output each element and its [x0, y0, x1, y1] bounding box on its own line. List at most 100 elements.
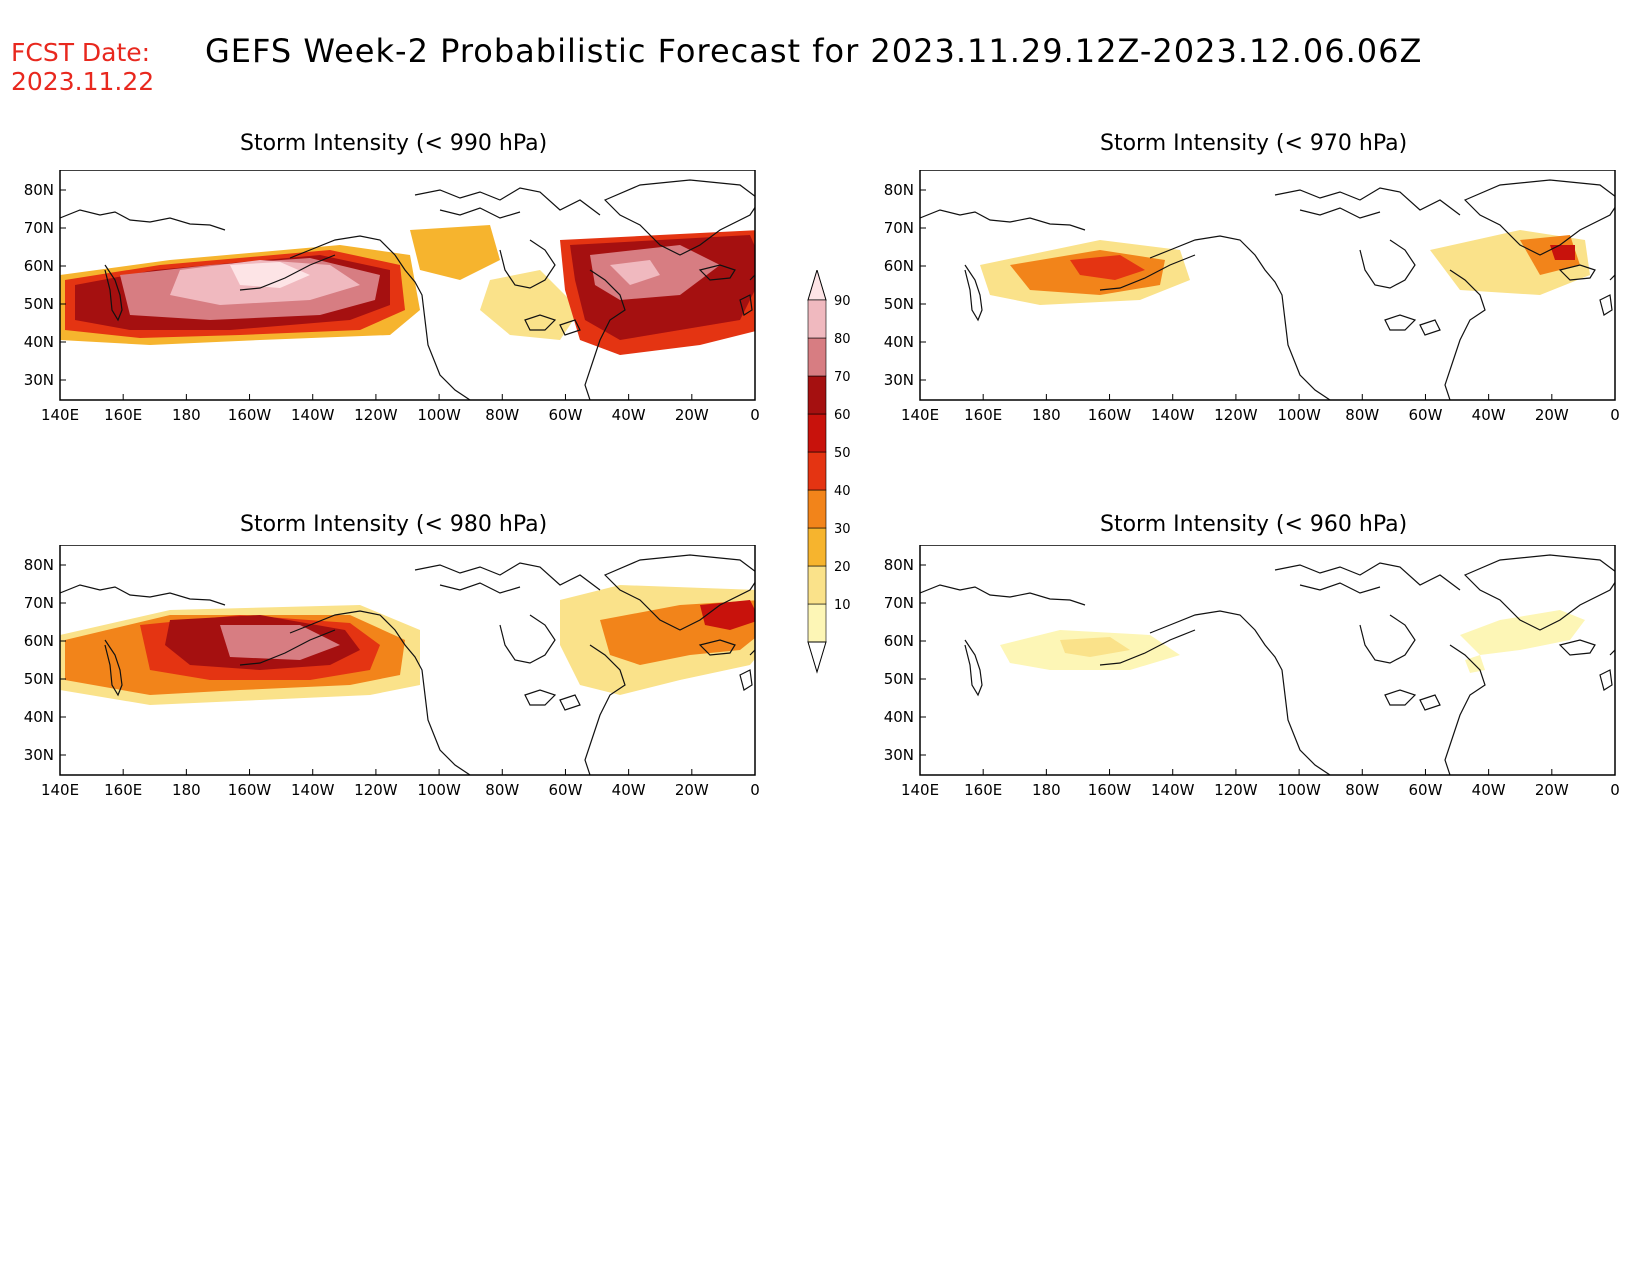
- coastline: [920, 554, 1615, 775]
- colorbar-band: [807, 527, 827, 567]
- lon-tick-label: 0: [750, 781, 760, 799]
- lat-axis: 80N 70N 60N 50N 40N 30N: [24, 181, 66, 389]
- lat-axis: 80N 70N 60N 50N 40N 30N: [884, 181, 926, 389]
- lat-tick-label: 50N: [884, 295, 914, 313]
- page-title: GEFS Week-2 Probabilistic Forecast for 2…: [205, 32, 1423, 70]
- probability-shading: [220, 625, 340, 660]
- lon-tick-label: 80W: [485, 781, 519, 799]
- map-area: [919, 545, 1616, 776]
- lon-tick-label: 40W: [1472, 781, 1506, 799]
- lon-tick-label: 140E: [901, 781, 939, 799]
- probability-shading: [610, 260, 660, 285]
- colorbar: 90 80 70 60 50 40 30 20 10: [807, 270, 851, 674]
- colorbar-label: 60: [834, 408, 851, 423]
- lon-tick-label: 60W: [1408, 406, 1442, 424]
- colorbar-label: 20: [834, 560, 851, 575]
- probability-shading: [1460, 610, 1585, 655]
- colorbar-band: [807, 337, 827, 377]
- lon-tick-label: 80W: [1345, 406, 1379, 424]
- lat-tick-label: 80N: [24, 556, 54, 574]
- lat-tick-label: 60N: [24, 632, 54, 650]
- lon-tick-label: 80W: [1345, 781, 1379, 799]
- lat-tick-label: 30N: [24, 746, 54, 764]
- lat-tick-label: 30N: [884, 371, 914, 389]
- lon-tick-label: 0: [1610, 406, 1620, 424]
- panel-title-980: Storm Intensity (< 980 hPa): [240, 512, 548, 537]
- colorbar-band: [807, 299, 827, 339]
- lon-axis: 140E 160E 180 160W 140W 120W 100W 80W 60W 40W 20W 0: [901, 769, 1620, 799]
- colorbar-label: 80: [834, 332, 851, 347]
- lat-tick-label: 80N: [24, 181, 54, 199]
- lon-tick-label: 160E: [104, 406, 142, 424]
- panel-title-990: Storm Intensity (< 990 hPa): [240, 131, 548, 156]
- probability-shading: [480, 270, 580, 340]
- lat-tick-label: 40N: [24, 708, 54, 726]
- probability-shading: [230, 262, 310, 288]
- lat-tick-label: 60N: [884, 257, 914, 275]
- colorbar-band: [807, 603, 827, 643]
- colorbar-band: [807, 375, 827, 415]
- lat-tick-label: 50N: [24, 670, 54, 688]
- colorbar-label: 40: [834, 484, 851, 499]
- lon-tick-label: 160W: [228, 406, 272, 424]
- lon-tick-label: 160E: [964, 406, 1002, 424]
- lon-tick-label: 20W: [1535, 781, 1569, 799]
- lat-tick-label: 30N: [24, 371, 54, 389]
- map-panel-970: 140E 160E 180 160W 140W 120W 100W 80W 60W 40W 20W 0…: [884, 170, 1620, 424]
- lon-tick-label: 120W: [354, 406, 398, 424]
- panel-title-970: Storm Intensity (< 970 hPa): [1100, 131, 1408, 156]
- probability-shading: [1060, 637, 1130, 657]
- colorbar-label: 90: [834, 294, 851, 309]
- lon-tick-label: 140W: [1151, 406, 1195, 424]
- forecast-date-label: FCST Date:: [11, 38, 151, 67]
- lon-tick-label: 100W: [417, 781, 461, 799]
- colorbar-band: [807, 413, 827, 453]
- probability-shading: [1070, 255, 1145, 280]
- lat-tick-label: 80N: [884, 181, 914, 199]
- probability-shading: [410, 225, 500, 280]
- colorbar-top-extension: [807, 270, 827, 301]
- lon-tick-label: 140W: [291, 781, 335, 799]
- lon-tick-label: 60W: [1408, 781, 1442, 799]
- forecast-date-value: 2023.11.22: [11, 67, 155, 96]
- lon-tick-label: 40W: [612, 406, 646, 424]
- lon-tick-label: 160W: [228, 781, 272, 799]
- lon-tick-label: 40W: [612, 781, 646, 799]
- lat-tick-label: 80N: [884, 556, 914, 574]
- forecast-date: FCST Date: 2023.11.22: [11, 38, 154, 96]
- lat-tick-label: 40N: [884, 708, 914, 726]
- lon-tick-label: 120W: [1214, 406, 1258, 424]
- map-area: [919, 170, 1616, 401]
- lon-tick-label: 20W: [675, 406, 709, 424]
- map-area: [59, 170, 756, 401]
- lon-tick-label: 160W: [1088, 406, 1132, 424]
- colorbar-label: 10: [834, 598, 851, 613]
- lon-tick-label: 100W: [417, 406, 461, 424]
- lon-tick-label: 0: [750, 406, 760, 424]
- coastline: [60, 554, 755, 775]
- lon-tick-label: 140W: [1151, 781, 1195, 799]
- lon-tick-label: 140W: [291, 406, 335, 424]
- colorbar-label: 30: [834, 522, 851, 537]
- coastline: [920, 179, 1615, 400]
- lon-tick-label: 80W: [485, 406, 519, 424]
- lon-tick-label: 60W: [548, 406, 582, 424]
- lon-tick-label: 0: [1610, 781, 1620, 799]
- lat-tick-label: 70N: [24, 219, 54, 237]
- lon-tick-label: 100W: [1277, 406, 1321, 424]
- lon-tick-label: 180: [172, 781, 201, 799]
- lon-tick-label: 120W: [1214, 781, 1258, 799]
- lon-tick-label: 40W: [1472, 406, 1506, 424]
- lat-tick-label: 60N: [24, 257, 54, 275]
- lon-tick-label: 160E: [104, 781, 142, 799]
- lat-tick-label: 70N: [24, 594, 54, 612]
- panel-title-960: Storm Intensity (< 960 hPa): [1100, 512, 1408, 537]
- probability-shading: [1550, 245, 1575, 260]
- lon-tick-label: 20W: [675, 781, 709, 799]
- lat-tick-label: 70N: [884, 219, 914, 237]
- colorbar-bottom-extension: [807, 641, 827, 674]
- lat-tick-label: 40N: [884, 333, 914, 351]
- lon-axis: 140E 160E 180 160W 140W 120W 100W 80W 60W 40W 20W 0: [41, 394, 760, 424]
- lat-tick-label: 70N: [884, 594, 914, 612]
- colorbar-label: 50: [834, 446, 851, 461]
